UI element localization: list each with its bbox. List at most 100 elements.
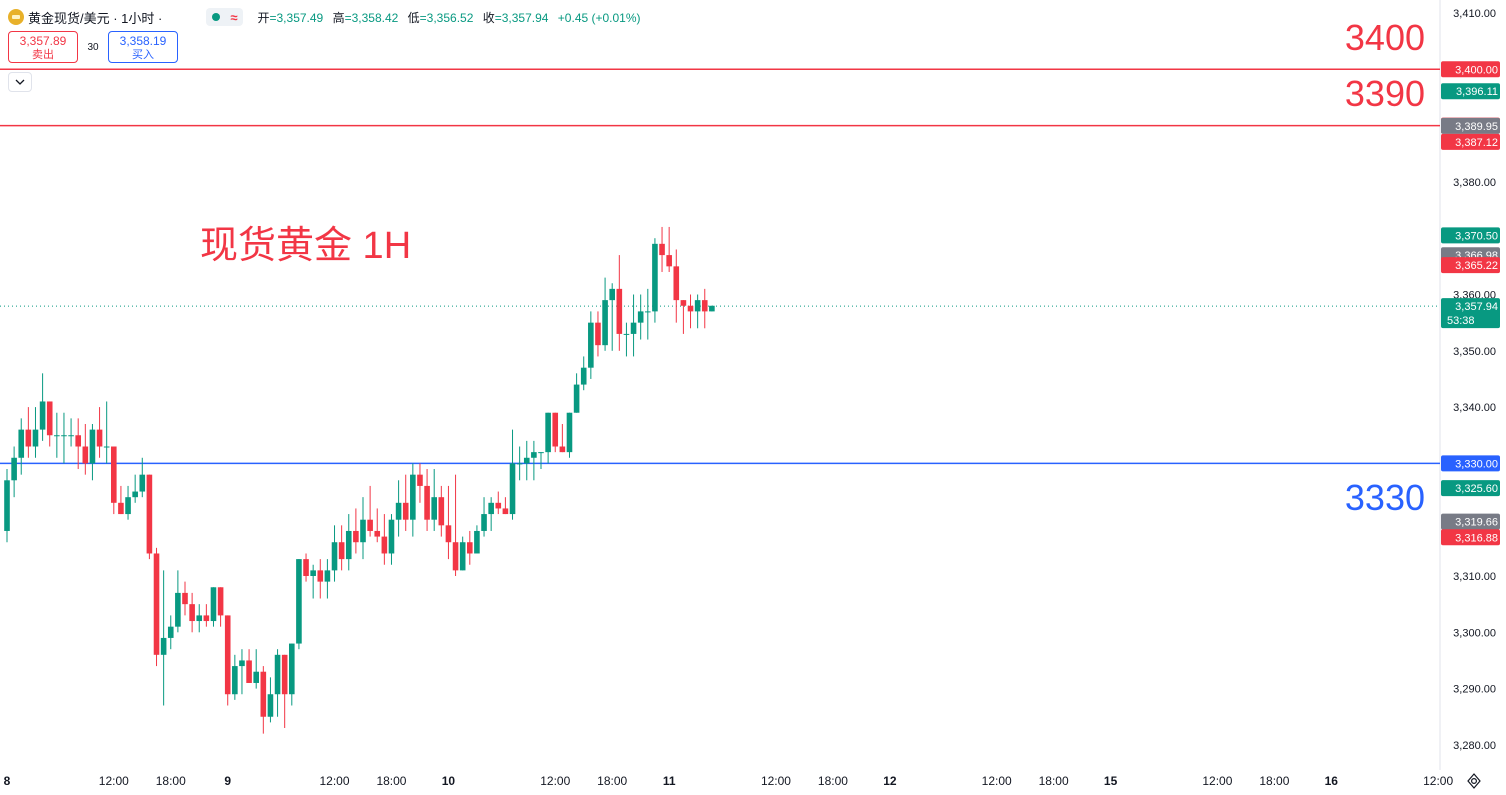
- candle[interactable]: [75, 418, 81, 470]
- candle[interactable]: [467, 530, 473, 565]
- candle[interactable]: [18, 418, 25, 475]
- candle[interactable]: [182, 581, 188, 616]
- candle[interactable]: [203, 604, 210, 627]
- candle[interactable]: [25, 407, 32, 458]
- candle[interactable]: [531, 440, 537, 481]
- candle[interactable]: [438, 485, 445, 537]
- candle[interactable]: [516, 446, 523, 481]
- candle[interactable]: [588, 311, 594, 379]
- candle[interactable]: [488, 497, 494, 531]
- candle[interactable]: [167, 615, 174, 650]
- candle[interactable]: [495, 491, 502, 515]
- candle[interactable]: [82, 423, 89, 475]
- candle[interactable]: [410, 463, 416, 537]
- candle[interactable]: [317, 559, 324, 599]
- candle[interactable]: [68, 418, 74, 447]
- candle[interactable]: [623, 322, 630, 357]
- candle[interactable]: [189, 592, 195, 633]
- candle[interactable]: [274, 649, 281, 717]
- candle[interactable]: [153, 547, 160, 667]
- collapse-legend-button[interactable]: [8, 72, 32, 92]
- candle[interactable]: [552, 412, 559, 453]
- candle[interactable]: [431, 469, 437, 531]
- candle[interactable]: [709, 305, 715, 312]
- candle[interactable]: [602, 277, 608, 351]
- candle[interactable]: [595, 311, 601, 357]
- candle[interactable]: [652, 238, 658, 323]
- candle[interactable]: [509, 429, 516, 520]
- candle[interactable]: [452, 474, 459, 576]
- candle[interactable]: [32, 407, 39, 458]
- candle[interactable]: [246, 649, 252, 683]
- candle[interactable]: [637, 294, 644, 340]
- candle[interactable]: [402, 474, 409, 531]
- candle[interactable]: [260, 666, 267, 734]
- candle[interactable]: [61, 412, 67, 464]
- candle[interactable]: [659, 226, 665, 272]
- candle[interactable]: [210, 587, 217, 627]
- candle[interactable]: [630, 294, 637, 357]
- buy-button[interactable]: 3,358.19 买入: [108, 31, 178, 63]
- candle[interactable]: [54, 412, 60, 458]
- candle[interactable]: [46, 401, 53, 447]
- candle[interactable]: [324, 559, 331, 599]
- candle[interactable]: [395, 480, 402, 537]
- candle[interactable]: [4, 469, 10, 543]
- symbol-title[interactable]: 黄金现货/美元 · 1小时 ·: [28, 10, 163, 26]
- candle[interactable]: [360, 497, 366, 560]
- candle[interactable]: [338, 525, 345, 571]
- chart-settings-button[interactable]: [1465, 772, 1483, 790]
- candle[interactable]: [701, 288, 708, 329]
- sell-button[interactable]: 3,357.89 卖出: [8, 31, 78, 63]
- candle[interactable]: [289, 643, 295, 706]
- candle[interactable]: [573, 373, 580, 413]
- candle[interactable]: [267, 677, 274, 723]
- candle[interactable]: [111, 446, 117, 515]
- candle[interactable]: [11, 446, 17, 498]
- candle[interactable]: [296, 559, 302, 650]
- candle[interactable]: [687, 294, 694, 329]
- candle[interactable]: [345, 514, 352, 571]
- candle[interactable]: [139, 457, 146, 498]
- candle[interactable]: [160, 570, 167, 706]
- candle[interactable]: [103, 401, 110, 464]
- candle[interactable]: [388, 514, 395, 565]
- candle[interactable]: [474, 525, 480, 554]
- candle[interactable]: [367, 485, 373, 537]
- candle[interactable]: [132, 474, 138, 503]
- candle[interactable]: [96, 407, 103, 458]
- candle[interactable]: [125, 485, 131, 520]
- candle[interactable]: [310, 564, 316, 599]
- candle[interactable]: [673, 249, 680, 323]
- candle[interactable]: [253, 649, 259, 689]
- candle[interactable]: [175, 570, 181, 633]
- candle[interactable]: [417, 463, 423, 503]
- candle[interactable]: [645, 288, 651, 340]
- candle[interactable]: [580, 356, 587, 391]
- candle[interactable]: [680, 300, 687, 334]
- candle[interactable]: [424, 469, 430, 531]
- candle[interactable]: [381, 514, 388, 565]
- candle[interactable]: [481, 497, 487, 537]
- candle[interactable]: [239, 649, 245, 695]
- candle[interactable]: [523, 440, 530, 481]
- candle[interactable]: [502, 497, 509, 515]
- candle[interactable]: [445, 485, 452, 560]
- candle[interactable]: [374, 508, 381, 543]
- candle[interactable]: [118, 485, 124, 515]
- candle[interactable]: [559, 423, 566, 453]
- candle[interactable]: [666, 226, 672, 272]
- candle[interactable]: [303, 553, 309, 582]
- candle[interactable]: [196, 604, 203, 633]
- candle[interactable]: [545, 412, 551, 464]
- candle[interactable]: [538, 452, 544, 470]
- candle[interactable]: [566, 412, 573, 458]
- candle[interactable]: [146, 474, 153, 560]
- candle[interactable]: [353, 508, 359, 554]
- candle[interactable]: [616, 255, 623, 351]
- candle[interactable]: [281, 654, 288, 729]
- candle[interactable]: [39, 373, 46, 441]
- candle[interactable]: [459, 536, 466, 571]
- candle[interactable]: [224, 615, 231, 706]
